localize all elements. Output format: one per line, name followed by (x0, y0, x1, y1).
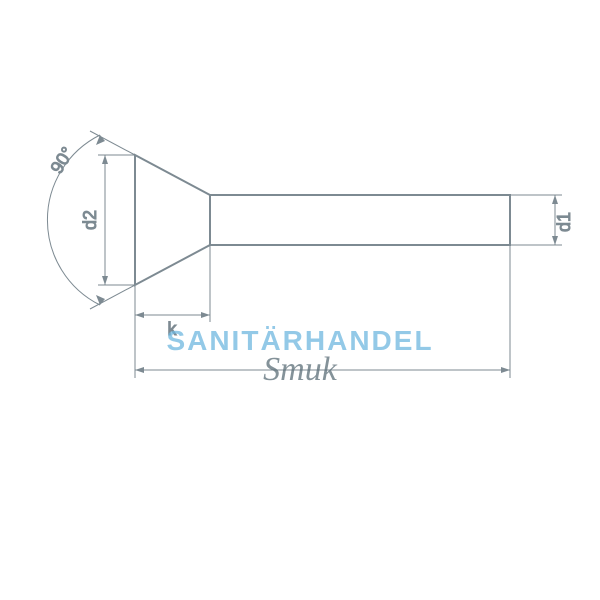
label-d1: d1 (554, 212, 574, 232)
watermark-line2: Smuk (263, 351, 338, 388)
dim-d1: d1 (510, 195, 574, 245)
screw-outline (135, 155, 510, 285)
dim-d2: d2 (80, 155, 135, 285)
label-angle: 90° (46, 143, 77, 177)
technical-drawing: d2 90° d1 k SANITÄRHANDEL Smuk (0, 0, 600, 600)
watermark: SANITÄRHANDEL Smuk (166, 325, 433, 388)
label-d2: d2 (80, 210, 100, 230)
